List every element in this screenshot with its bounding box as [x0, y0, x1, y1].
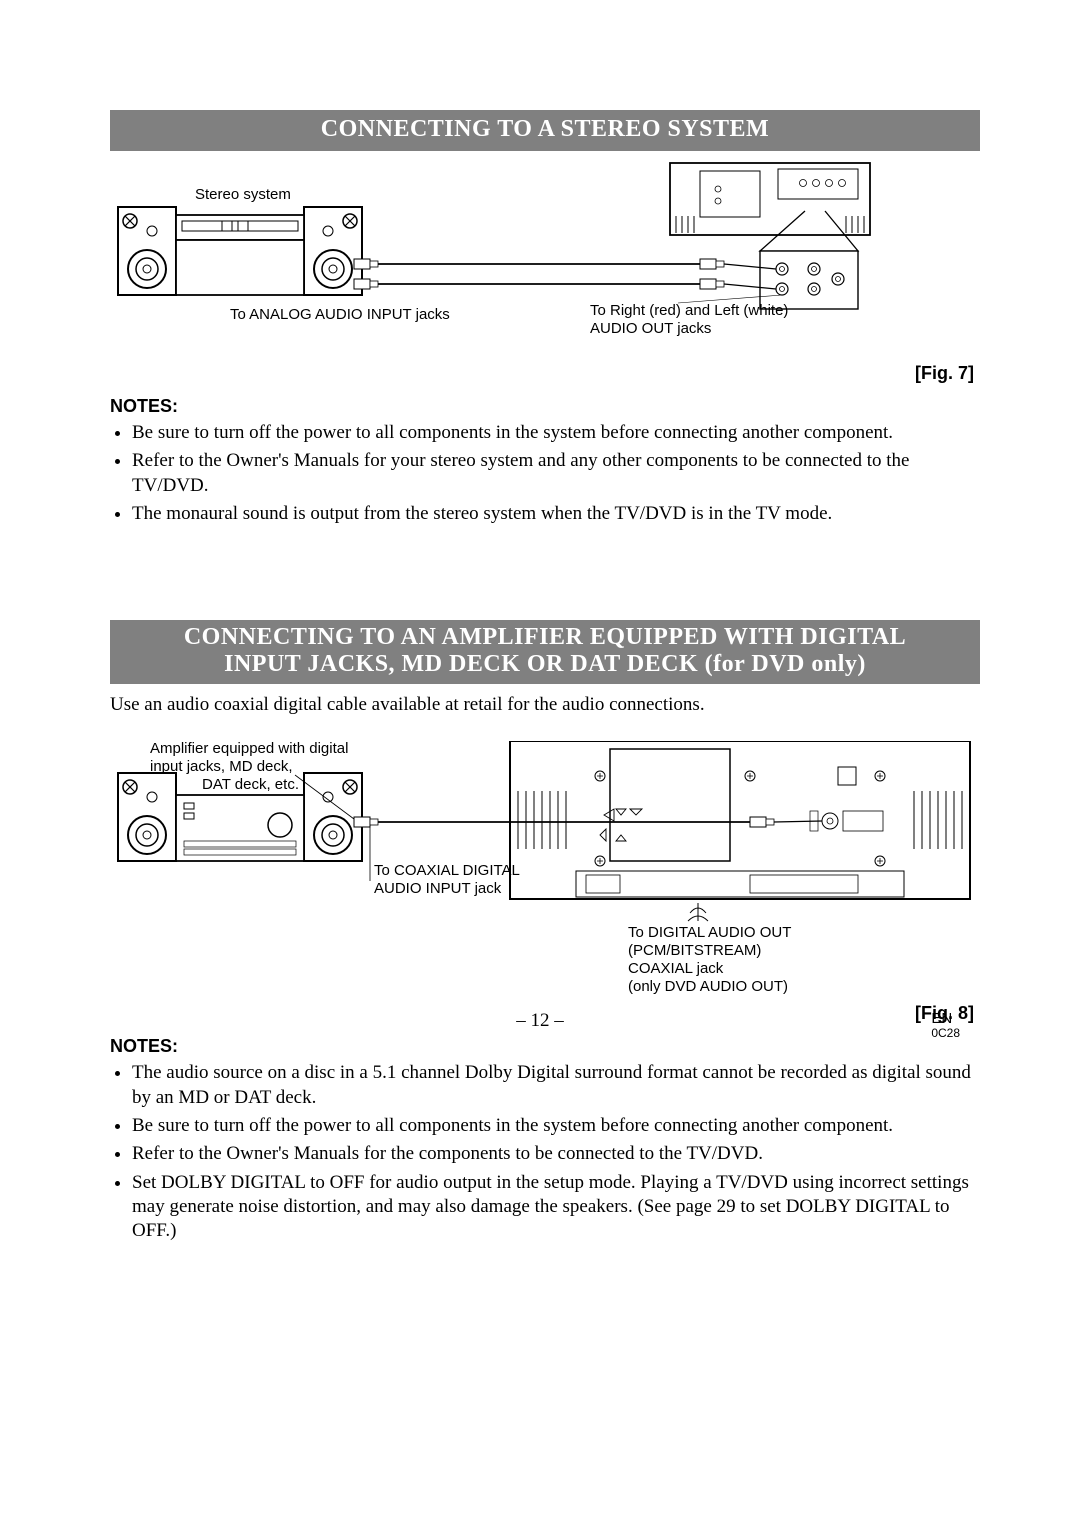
footer-code: 0C28 — [931, 1027, 960, 1041]
stereo-system-label: Stereo system — [195, 186, 291, 203]
notes2-list: The audio source on a disc in a 5.1 chan… — [110, 1061, 980, 1243]
digout-label-line3: COAXIAL jack — [628, 960, 724, 977]
stereo-receiver-icon — [176, 215, 304, 295]
list-item: Be sure to turn off the power to all com… — [132, 421, 980, 445]
amplifier-icon — [176, 795, 304, 861]
list-item: Refer to the Owner's Manuals for your st… — [132, 449, 980, 498]
coax-input-label-line1: To COAXIAL DIGITAL — [374, 862, 520, 879]
list-item: Be sure to turn off the power to all com… — [132, 1114, 980, 1138]
section2-heading-line1: CONNECTING TO AN AMPLIFIER EQUIPPED WITH… — [110, 624, 980, 651]
list-item: The monaural sound is output from the st… — [132, 502, 980, 526]
left-speaker-icon — [118, 207, 176, 295]
list-item: Refer to the Owner's Manuals for the com… — [132, 1142, 980, 1166]
list-item: The audio source on a disc in a 5.1 chan… — [132, 1061, 980, 1110]
manual-page: CONNECTING TO A STEREO SYSTEM Stereo sys… — [0, 0, 1080, 1527]
amp-label-line1: Amplifier equipped with digital — [150, 741, 348, 757]
amp-label-line3: DAT deck, etc. — [202, 776, 299, 793]
notes2-heading: NOTES: — [110, 1036, 980, 1057]
fig7-ref: [Fig. 7] — [110, 363, 974, 384]
section1-heading: CONNECTING TO A STEREO SYSTEM — [110, 110, 980, 151]
digout-label-line4: (only DVD AUDIO OUT) — [628, 978, 788, 995]
coax-input-label-line2: AUDIO INPUT jack — [374, 880, 502, 897]
right-speaker-icon — [304, 207, 362, 295]
audio-out-label-line1: To Right (red) and Left (white) — [590, 302, 788, 319]
analog-input-label: To ANALOG AUDIO INPUT jacks — [230, 306, 450, 323]
fig8-diagram: Amplifier equipped with digital input ja… — [110, 741, 980, 1024]
left-speaker-icon — [118, 773, 176, 861]
audio-cable-icon — [354, 259, 776, 289]
audio-out-label-line2: AUDIO OUT jacks — [590, 320, 711, 337]
section2-intro: Use an audio coaxial digital cable avail… — [110, 694, 980, 716]
list-item: Set DOLBY DIGITAL to OFF for audio outpu… — [132, 1171, 980, 1244]
tvdvd-back-large-icon — [510, 741, 970, 899]
right-speaker-icon — [304, 773, 362, 861]
footer-lang: EN — [931, 1010, 960, 1027]
digout-label-line2: (PCM/BITSTREAM) — [628, 942, 761, 959]
digout-label-line1: To DIGITAL AUDIO OUT — [628, 924, 791, 941]
section2-heading-line2: INPUT JACKS, MD DECK OR DAT DECK (for DV… — [110, 651, 980, 678]
section2-heading: CONNECTING TO AN AMPLIFIER EQUIPPED WITH… — [110, 620, 980, 684]
notes1-list: Be sure to turn off the power to all com… — [110, 421, 980, 526]
notes1-heading: NOTES: — [110, 396, 980, 417]
page-number: – 12 – — [120, 1010, 960, 1032]
coax-cable-icon — [354, 817, 822, 827]
fig7-diagram: Stereo system — [110, 161, 980, 384]
